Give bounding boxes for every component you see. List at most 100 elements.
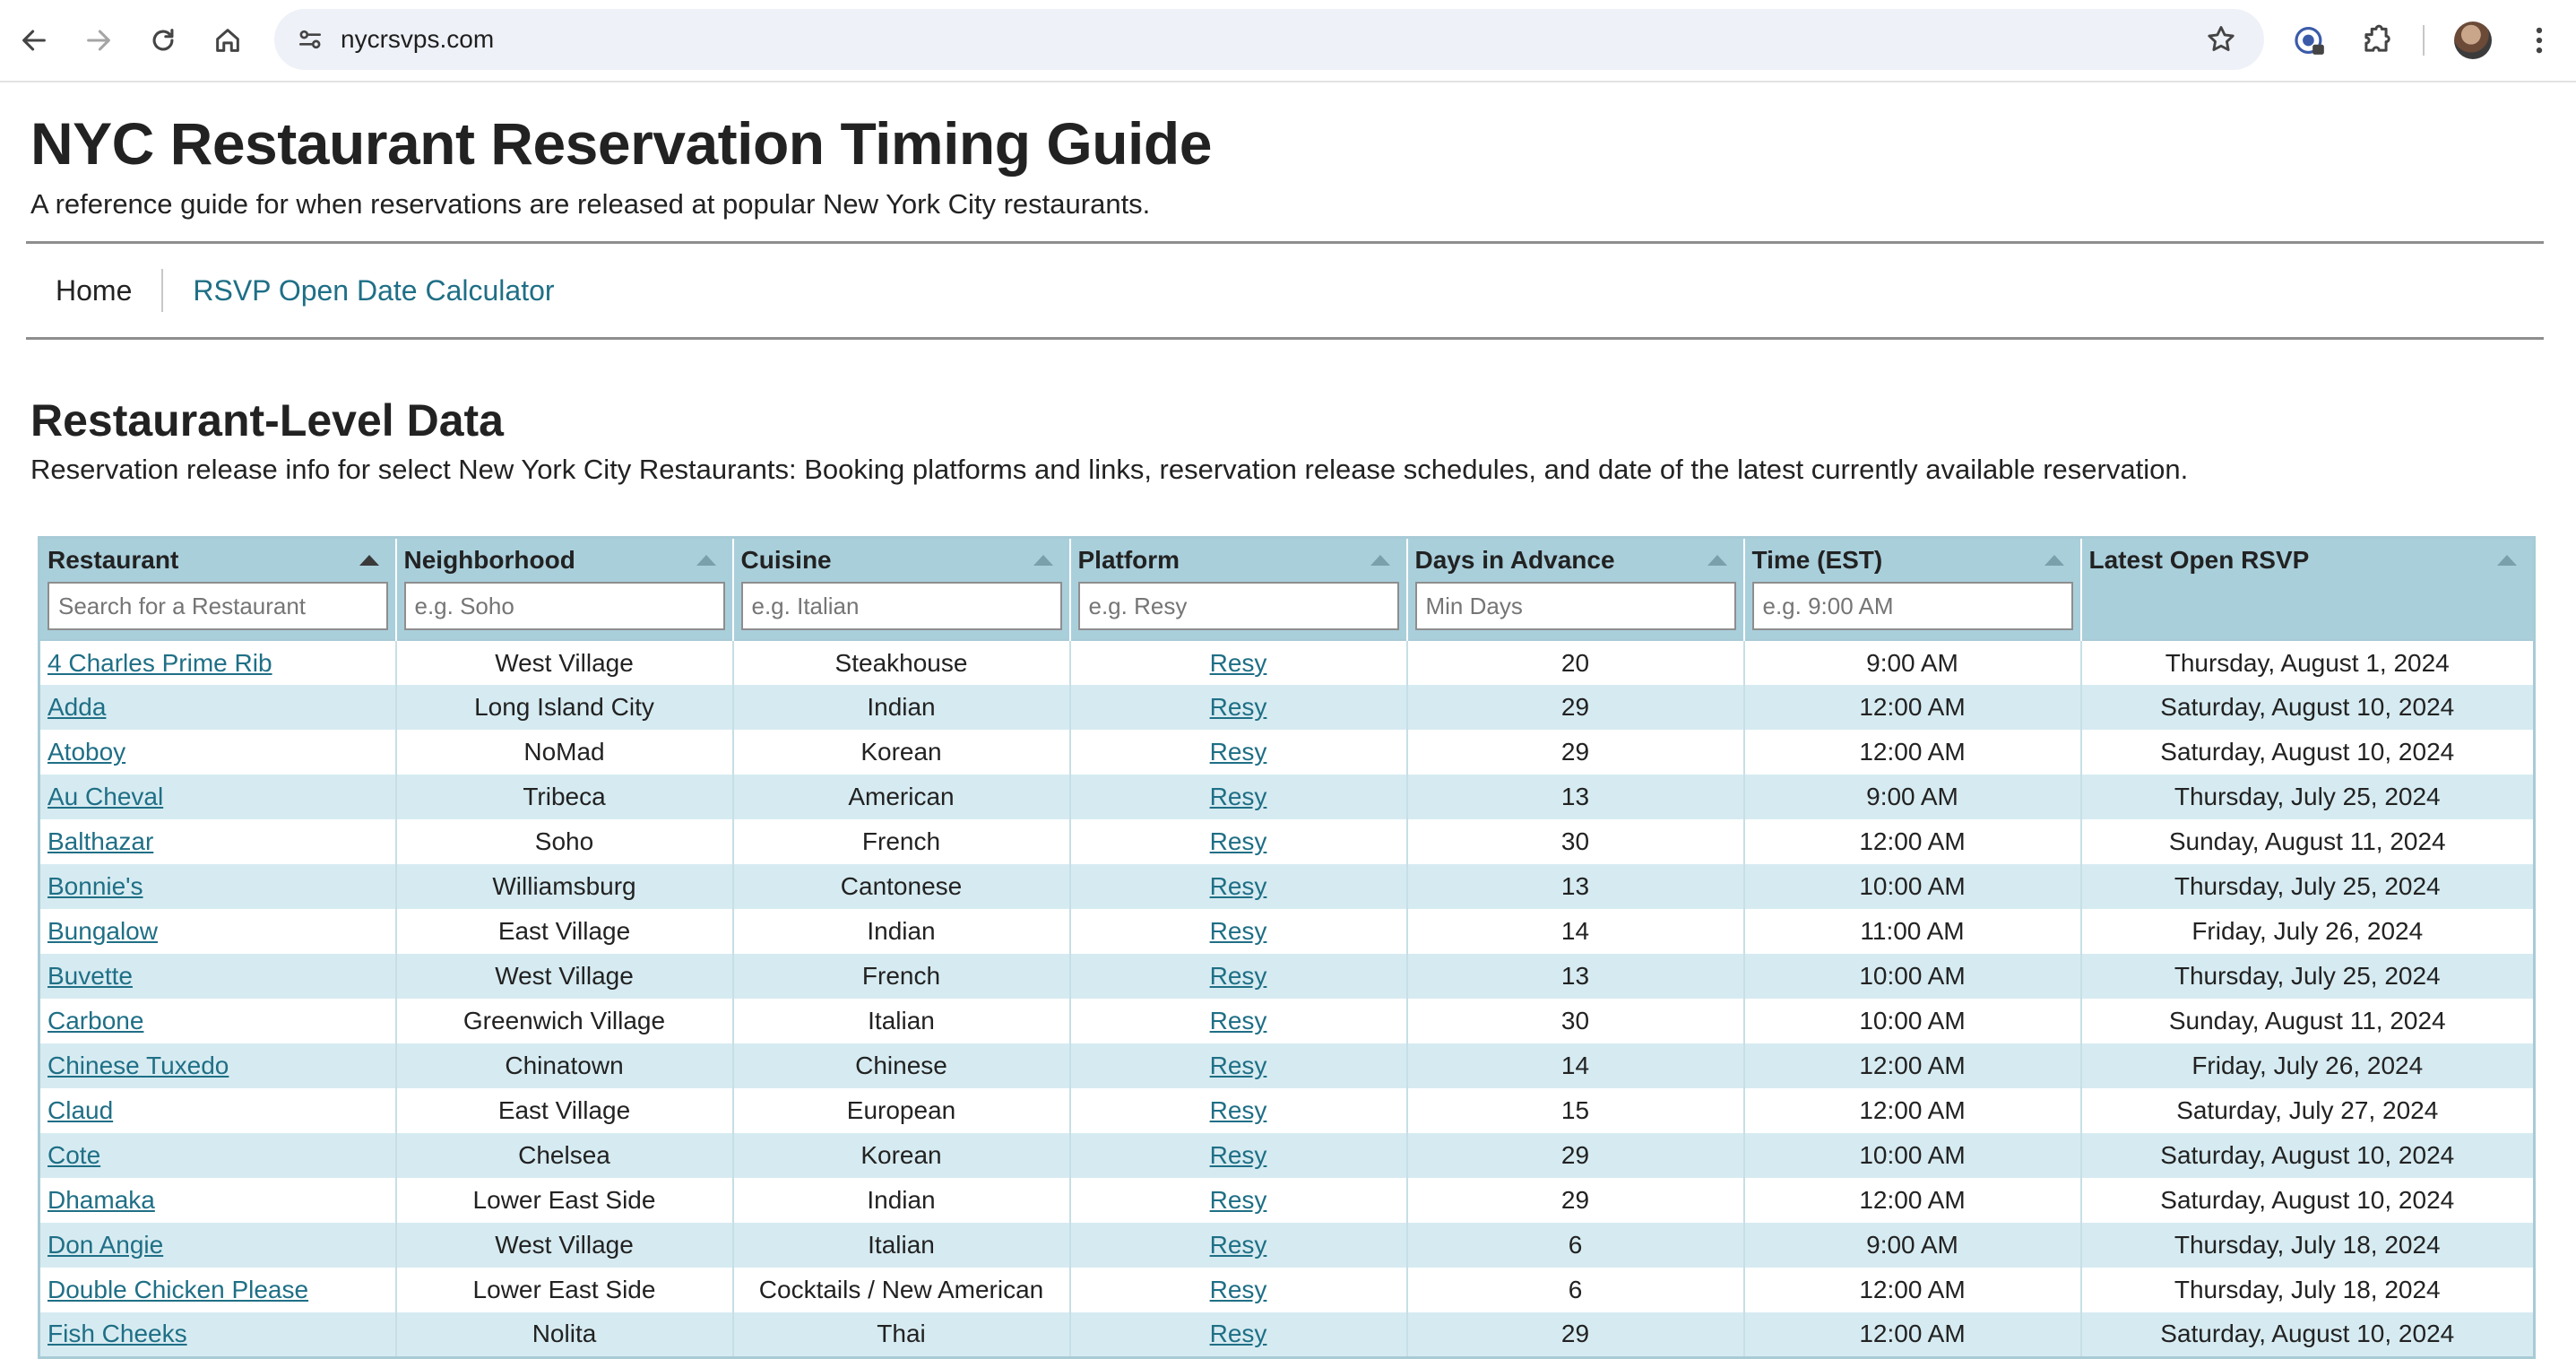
restaurant-cell: Carbone: [39, 999, 397, 1043]
platform-link[interactable]: Resy: [1209, 648, 1267, 677]
restaurant-link[interactable]: Claud: [48, 1096, 114, 1124]
restaurant-link[interactable]: Bonnie's: [48, 872, 143, 900]
cuisine-cell: Korean: [732, 1133, 1071, 1178]
restaurant-link[interactable]: Don Angie: [48, 1231, 164, 1259]
platform-link[interactable]: Resy: [1209, 1320, 1267, 1348]
restaurant-cell: Fish Cheeks: [39, 1312, 397, 1357]
neighborhood-filter-input[interactable]: [403, 582, 725, 630]
cuisine-cell: Italian: [732, 999, 1071, 1043]
header-label: Cuisine: [740, 546, 832, 574]
address-bar[interactable]: nycrsvps.com: [274, 9, 2264, 70]
reload-button[interactable]: [137, 14, 189, 66]
sort-asc-icon[interactable]: [359, 555, 379, 566]
sort-icon[interactable]: [1370, 555, 1390, 566]
header-label: Latest Open RSVP: [2088, 546, 2310, 574]
latest-rsvp-cell: Thursday, July 18, 2024: [2080, 1223, 2535, 1268]
cuisine-cell: American: [732, 775, 1071, 819]
header-cuisine[interactable]: Cuisine: [732, 537, 1071, 640]
time-filter-input[interactable]: [1751, 582, 2073, 630]
restaurant-filter-input[interactable]: [48, 582, 388, 630]
time-cell: 12:00 AM: [1743, 685, 2082, 730]
forward-button[interactable]: [73, 14, 125, 66]
section-title: Restaurant-Level Data: [30, 395, 504, 446]
platform-link[interactable]: Resy: [1209, 962, 1267, 990]
nav-calculator-link[interactable]: RSVP Open Date Calculator: [193, 273, 555, 307]
sort-icon[interactable]: [1033, 555, 1053, 566]
platform-link[interactable]: Resy: [1209, 1186, 1267, 1214]
neighborhood-cell: Chelsea: [395, 1133, 734, 1178]
platform-link[interactable]: Resy: [1209, 1007, 1267, 1034]
neighborhood-cell: East Village: [395, 1088, 734, 1133]
restaurant-link[interactable]: Chinese Tuxedo: [48, 1052, 229, 1079]
restaurant-link[interactable]: Cote: [48, 1141, 101, 1169]
platform-link[interactable]: Resy: [1209, 1096, 1267, 1124]
restaurant-link[interactable]: Carbone: [48, 1007, 144, 1034]
platform-cell: Resy: [1069, 1312, 1408, 1357]
platform-link[interactable]: Resy: [1209, 693, 1267, 721]
header-platform[interactable]: Platform: [1069, 537, 1408, 640]
sort-icon[interactable]: [2497, 555, 2517, 566]
platform-filter-input[interactable]: [1077, 582, 1399, 630]
sort-icon[interactable]: [1707, 555, 1727, 566]
restaurant-link[interactable]: Balthazar: [48, 827, 154, 855]
platform-cell: Resy: [1069, 1178, 1408, 1223]
restaurant-link[interactable]: Dhamaka: [48, 1186, 155, 1214]
days-cell: 13: [1406, 954, 1745, 999]
header-label: Days in Advance: [1414, 546, 1615, 574]
header-days-in-advance[interactable]: Days in Advance: [1406, 537, 1745, 640]
cuisine-cell: Indian: [732, 909, 1071, 954]
platform-link[interactable]: Resy: [1209, 872, 1267, 900]
profile-avatar[interactable]: [2454, 22, 2492, 59]
neighborhood-cell: Soho: [395, 819, 734, 864]
header-label: Restaurant: [48, 546, 179, 574]
more-menu-icon[interactable]: [2522, 23, 2556, 57]
cuisine-filter-input[interactable]: [740, 582, 1062, 630]
sort-icon[interactable]: [696, 555, 716, 566]
restaurant-cell: Double Chicken Please: [39, 1268, 397, 1312]
platform-link[interactable]: Resy: [1209, 783, 1267, 810]
table-row: Adda Long Island City Indian Resy 29 12:00 AM…: [39, 685, 2535, 730]
restaurant-link[interactable]: 4 Charles Prime Rib: [48, 648, 272, 677]
platform-link[interactable]: Resy: [1209, 738, 1267, 766]
restaurant-link[interactable]: Atoboy: [48, 738, 126, 766]
back-button[interactable]: [8, 14, 60, 66]
header-neighborhood[interactable]: Neighborhood: [395, 537, 734, 640]
days-filter-input[interactable]: [1414, 582, 1736, 630]
neighborhood-cell: Nolita: [395, 1312, 734, 1357]
extensions-puzzle-icon[interactable]: [2359, 23, 2393, 57]
site-settings-icon[interactable]: [289, 18, 332, 61]
cuisine-cell: Cantonese: [732, 864, 1071, 909]
restaurant-link[interactable]: Adda: [48, 693, 107, 721]
latest-rsvp-cell: Friday, July 26, 2024: [2080, 1043, 2535, 1088]
home-button[interactable]: [202, 14, 254, 66]
latest-rsvp-cell: Saturday, August 10, 2024: [2080, 1312, 2535, 1357]
nav-home-link[interactable]: Home: [56, 273, 133, 307]
header-restaurant[interactable]: Restaurant: [39, 537, 397, 640]
platform-link[interactable]: Resy: [1209, 917, 1267, 945]
restaurant-cell: Adda: [39, 685, 397, 730]
header-label: Neighborhood: [403, 546, 575, 574]
cuisine-cell: Thai: [732, 1312, 1071, 1357]
neighborhood-cell: East Village: [395, 909, 734, 954]
restaurant-cell: 4 Charles Prime Rib: [39, 639, 397, 685]
header-time[interactable]: Time (EST): [1743, 537, 2082, 640]
table-row: Buvette West Village French Resy 13 10:00 AM T…: [39, 954, 2535, 999]
restaurant-link[interactable]: Buvette: [48, 962, 133, 990]
sort-icon[interactable]: [2044, 555, 2064, 566]
bookmark-star-icon[interactable]: [2205, 23, 2237, 56]
header-latest-open-rsvp[interactable]: Latest Open RSVP: [2080, 537, 2535, 640]
restaurant-link[interactable]: Double Chicken Please: [48, 1276, 309, 1303]
platform-link[interactable]: Resy: [1209, 1231, 1267, 1259]
platform-cell: Resy: [1069, 1133, 1408, 1178]
restaurant-link[interactable]: Au Cheval: [48, 783, 164, 810]
restaurant-link[interactable]: Fish Cheeks: [48, 1320, 187, 1348]
platform-link[interactable]: Resy: [1209, 1276, 1267, 1303]
platform-cell: Resy: [1069, 685, 1408, 730]
restaurant-link[interactable]: Bungalow: [48, 917, 158, 945]
extension-badge-icon[interactable]: [2293, 23, 2327, 57]
url-text[interactable]: nycrsvps.com: [341, 25, 495, 53]
platform-link[interactable]: Resy: [1209, 1141, 1267, 1169]
platform-link[interactable]: Resy: [1209, 1052, 1267, 1079]
platform-link[interactable]: Resy: [1209, 827, 1267, 855]
platform-cell: Resy: [1069, 864, 1408, 909]
